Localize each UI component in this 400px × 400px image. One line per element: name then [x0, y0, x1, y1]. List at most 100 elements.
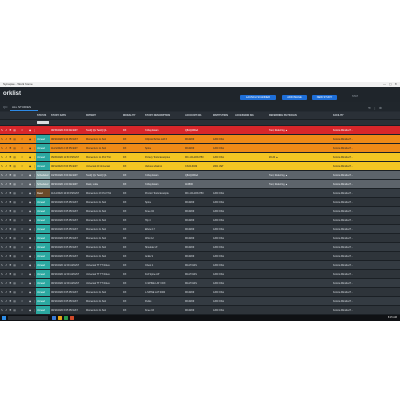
- table-row[interactable]: ✎ ↗ ⚑ ▤ ☆ ◉ ⋮ Unread 08/16/2020 6:05 PM EST M…: [0, 224, 400, 234]
- lock-icon[interactable]: ◉ ⋮: [28, 152, 36, 162]
- row-actions[interactable]: ✎ ↗ ⚑ ▤: [0, 188, 20, 198]
- star-icon[interactable]: ☆: [20, 251, 28, 261]
- lock-icon[interactable]: ◉ ⋮: [28, 143, 36, 153]
- star-icon[interactable]: ☆: [20, 215, 28, 225]
- star-icon[interactable]: ☆: [20, 305, 28, 315]
- column-header[interactable]: INSTITUTION: [212, 112, 234, 120]
- column-header[interactable]: FACILITY: [332, 112, 400, 120]
- table-row[interactable]: ✎ ↗ ⚑ ▤ ☆ ◉ ⋮ Unread 08/16/2020 6:05 PM EST M…: [0, 197, 400, 207]
- folder-icon[interactable]: [58, 316, 62, 320]
- column-header[interactable]: STUDY DESCRIPTION: [144, 112, 184, 120]
- row-actions[interactable]: ✎ ↗ ⚑ ▤: [0, 278, 20, 288]
- row-actions[interactable]: ✎ ↗ ⚑ ▤: [0, 305, 20, 315]
- star-icon[interactable]: ☆: [20, 134, 28, 144]
- table-row[interactable]: ✎ ↗ ⚑ ▤ ☆ ◉ ⋮ Unread 08/16/2020 6:05 PM EST M…: [0, 242, 400, 252]
- column-header[interactable]: [20, 112, 28, 120]
- lock-icon[interactable]: ◉ ⋮: [28, 260, 36, 270]
- column-header[interactable]: STUDY DATE: [50, 112, 85, 120]
- star-icon[interactable]: ☆: [20, 188, 28, 198]
- tab-qc[interactable]: QC: [3, 105, 8, 109]
- window-controls[interactable]: — ▢ ✕: [382, 82, 398, 86]
- status-filter-input[interactable]: [37, 121, 49, 124]
- lock-icon[interactable]: ◉ ⋮: [28, 170, 36, 180]
- add-image-button[interactable]: ADD IMAGE: [282, 95, 307, 100]
- star-icon[interactable]: ☆: [20, 152, 28, 162]
- row-actions[interactable]: ✎ ↗ ⚑ ▤: [0, 197, 20, 207]
- lock-icon[interactable]: ◉ ⋮: [28, 206, 36, 216]
- app-icon[interactable]: [52, 316, 56, 320]
- column-header[interactable]: REFERRING PHYSICIAN: [268, 112, 332, 120]
- row-actions[interactable]: ✎ ↗ ⚑ ▤: [0, 269, 20, 279]
- lock-icon[interactable]: ◉ ⋮: [28, 242, 36, 252]
- lock-icon[interactable]: ◉ ⋮: [28, 188, 36, 198]
- launch-scanner-button[interactable]: LAUNCH SCANNER: [240, 95, 276, 100]
- table-row[interactable]: ✎ ↗ ⚑ ▤ ☆ ◉ ⋮ Unread 08/16/2020 6:05 PM EST M…: [0, 233, 400, 243]
- star-icon[interactable]: ☆: [20, 287, 28, 297]
- star-icon[interactable]: ☆: [20, 242, 28, 252]
- app-icon[interactable]: [64, 316, 68, 320]
- star-icon[interactable]: ☆: [20, 224, 28, 234]
- row-actions[interactable]: ✎ ↗ ⚑ ▤: [0, 152, 20, 162]
- row-actions[interactable]: ✎ ↗ ⚑ ▤: [0, 134, 20, 144]
- lock-icon[interactable]: ◉ ⋮: [28, 161, 36, 171]
- table-row[interactable]: ✎ ↗ ⚑ ▤ ☆ ◉ ⋮ Unread 08/16/2020 6:05 PM EST M…: [0, 251, 400, 261]
- column-header[interactable]: ACCOUNT NO.: [184, 112, 212, 120]
- column-header[interactable]: MODALITY: [122, 112, 144, 120]
- tab-all-studies[interactable]: ALL STUDIES: [12, 105, 32, 109]
- star-icon[interactable]: ☆: [20, 269, 28, 279]
- star-icon[interactable]: ☆: [20, 179, 28, 189]
- lock-icon[interactable]: ◉ ⋮: [28, 296, 36, 306]
- row-actions[interactable]: ✎ ↗ ⚑ ▤: [0, 125, 20, 135]
- star-icon[interactable]: ☆: [20, 206, 28, 216]
- lock-icon[interactable]: ◉ ⋮: [28, 197, 36, 207]
- row-actions[interactable]: ✎ ↗ ⚑ ▤: [0, 233, 20, 243]
- star-icon[interactable]: ☆: [20, 143, 28, 153]
- table-row[interactable]: ✎ ↗ ⚑ ▤ ☆ ◉ ⋮ Unread 08/16/2020 12:00 AM EST…: [0, 269, 400, 279]
- star-icon[interactable]: ☆: [20, 197, 28, 207]
- taskbar-search[interactable]: [8, 316, 48, 320]
- column-header[interactable]: [0, 112, 20, 120]
- table-row[interactable]: ✎ ↗ ⚑ ▤ ☆ ◉ ⋮ Read 11/12/2020 10:09 PM EST Mo…: [0, 188, 400, 198]
- star-icon[interactable]: ☆: [20, 260, 28, 270]
- star-icon[interactable]: ☆: [20, 161, 28, 171]
- table-row[interactable]: ✎ ↗ ⚑ ▤ ☆ ◉ ⋮ Unread 08/16/2020 6:05 PM EST M…: [0, 296, 400, 306]
- table-row[interactable]: ✎ ↗ ⚑ ▤ ☆ ◉ ⋮ Unread 08/16/2020 6:05 PM EST M…: [0, 287, 400, 297]
- star-icon[interactable]: ☆: [20, 125, 28, 135]
- star-icon[interactable]: ☆: [20, 233, 28, 243]
- lock-icon[interactable]: ◉ ⋮: [28, 251, 36, 261]
- table-row[interactable]: ✎ ↗ ⚑ ▤ ☆ ◉ ⋮ Scheduled 04/15/2020 3:09 AM E…: [0, 170, 400, 180]
- column-header[interactable]: [28, 112, 36, 120]
- row-actions[interactable]: ✎ ↗ ⚑ ▤: [0, 296, 20, 306]
- table-row[interactable]: ✎ ↗ ⚑ ▤ ☆ ◉ ⋮ Unread 05/26/2020 11:50 PM EST…: [0, 152, 400, 162]
- table-row[interactable]: ✎ ↗ ⚑ ▤ ☆ ◉ ⋮ Unread 08/16/2020 6:05 PM EST M…: [0, 206, 400, 216]
- lock-icon[interactable]: ◉ ⋮: [28, 134, 36, 144]
- lock-icon[interactable]: ◉ ⋮: [28, 305, 36, 315]
- row-actions[interactable]: ✎ ↗ ⚑ ▤: [0, 224, 20, 234]
- table-row[interactable]: ✎ ↗ ⚑ ▤ ☆ ◉ ⋮ Unread 08/16/2020 12:00 AM EST…: [0, 278, 400, 288]
- windows-start-icon[interactable]: [2, 316, 6, 320]
- lock-icon[interactable]: ◉ ⋮: [28, 287, 36, 297]
- column-header[interactable]: PATIENT: [85, 112, 122, 120]
- table-row[interactable]: ✎ ↗ ⚑ ▤ ☆ ◉ ⋮ 08/15/2020 3:09 AM EST TestQ Q…: [0, 125, 400, 135]
- table-row[interactable]: ✎ ↗ ⚑ ▤ ☆ ◉ ⋮ Scheduled 08/10/2020 1:00 AM E…: [0, 179, 400, 189]
- stat-filter-pills[interactable]: [361, 95, 384, 108]
- star-icon[interactable]: ☆: [20, 170, 28, 180]
- lock-icon[interactable]: ◉ ⋮: [28, 269, 36, 279]
- row-actions[interactable]: ✎ ↗ ⚑ ▤: [0, 179, 20, 189]
- app-icon[interactable]: [70, 316, 74, 320]
- toolbar-icons[interactable]: ⟲ ⋮ ⚙: [368, 106, 383, 110]
- row-actions[interactable]: ✎ ↗ ⚑ ▤: [0, 287, 20, 297]
- lock-icon[interactable]: ◉ ⋮: [28, 233, 36, 243]
- lock-icon[interactable]: ◉ ⋮: [28, 125, 36, 135]
- table-row[interactable]: ✎ ↗ ⚑ ▤ ☆ ◉ ⋮ Unread 11/21/2020 2:15 PM EST M…: [0, 143, 400, 153]
- table-row[interactable]: ✎ ↗ ⚑ ▤ ☆ ◉ ⋮ Unread 08/16/2020 6:05 PM EST M…: [0, 305, 400, 315]
- table-row[interactable]: ✎ ↗ ⚑ ▤ ☆ ◉ ⋮ Unread 08/11/2020 8:03 PM EST U…: [0, 161, 400, 171]
- row-actions[interactable]: ✎ ↗ ⚑ ▤: [0, 170, 20, 180]
- column-header[interactable]: STATUS: [36, 112, 50, 120]
- table-row[interactable]: ✎ ↗ ⚑ ▤ ☆ ◉ ⋮ Unread 08/16/2020 12:00 AM EST…: [0, 260, 400, 270]
- row-actions[interactable]: ✎ ↗ ⚑ ▤: [0, 215, 20, 225]
- row-actions[interactable]: ✎ ↗ ⚑ ▤: [0, 260, 20, 270]
- star-icon[interactable]: ☆: [20, 278, 28, 288]
- column-header[interactable]: ACCESSION NO.: [234, 112, 268, 120]
- table-row[interactable]: ✎ ↗ ⚑ ▤ ☆ ◉ ⋮ Unread 08/10/2020 9:44 PM EST M…: [0, 134, 400, 144]
